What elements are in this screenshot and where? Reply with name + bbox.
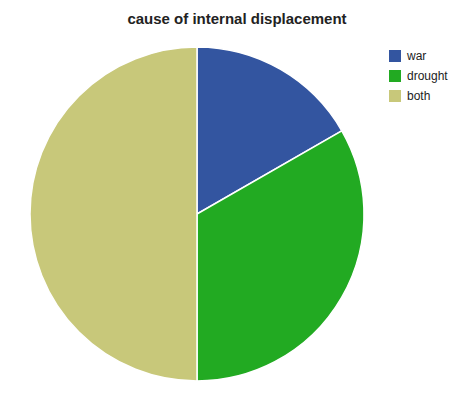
slice (197, 131, 364, 381)
legend-swatch (389, 50, 401, 62)
legend-item: drought (389, 69, 448, 83)
pie (30, 47, 364, 381)
legend-label: drought (407, 69, 448, 83)
legend-item: war (389, 49, 426, 63)
legend-label: both (407, 89, 430, 103)
legend-swatch (389, 70, 401, 82)
legend: war drought both (389, 49, 448, 103)
slice (30, 47, 197, 381)
legend-label: war (406, 49, 426, 63)
chart: cause of internal displacement war drought… (0, 0, 474, 398)
legend-swatch (389, 90, 401, 102)
title: cause of internal displacement (127, 10, 346, 27)
legend-item: both (389, 89, 430, 103)
